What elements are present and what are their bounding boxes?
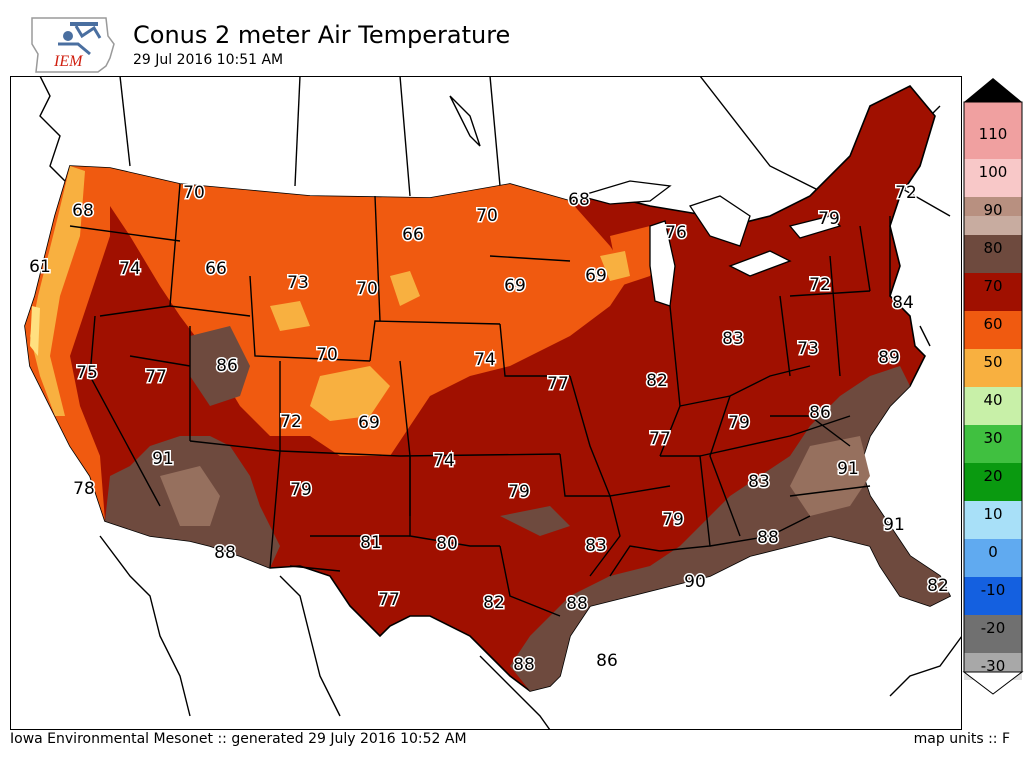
station-value: 78: [73, 479, 95, 499]
station-value: 73: [797, 339, 819, 359]
station-value: 79: [508, 482, 530, 502]
station-values: 68 70 61 74 66 73 70 66 70 68 76 69 69 7…: [28, 182, 951, 677]
station-value: 76: [665, 223, 687, 243]
station-value: 66: [205, 259, 227, 279]
station-value: 70: [183, 183, 205, 203]
hot-region-ut: [190, 326, 250, 406]
hottest-region-sc: [790, 436, 870, 516]
coast-cool: [30, 306, 40, 356]
station-value: 83: [722, 329, 744, 349]
station-value: 77: [547, 374, 569, 394]
station-value: 77: [378, 590, 400, 610]
station-value: 66: [402, 225, 424, 245]
station-value: 70: [316, 345, 338, 365]
legend-label: 40: [983, 391, 1002, 409]
legend-label: -30: [981, 657, 1006, 675]
legend-label: 90: [983, 201, 1002, 219]
station-value: 77: [649, 429, 671, 449]
gulf-station-value: 86: [596, 651, 618, 671]
station-value: 79: [728, 413, 750, 433]
legend-label: 60: [983, 315, 1002, 333]
hot-region-ok: [500, 506, 570, 536]
station-value: 61: [29, 257, 51, 277]
station-value: 88: [214, 543, 236, 563]
station-value: 82: [646, 371, 668, 391]
station-value: 83: [748, 472, 770, 492]
station-value: 86: [809, 403, 831, 423]
legend-label: 80: [983, 239, 1002, 257]
station-value: 72: [809, 275, 831, 295]
station-value: 91: [837, 459, 859, 479]
temperature-map: 68 70 61 74 66 73 70 66 70 68 76 69 69 7…: [10, 76, 962, 730]
mild-region-co: [310, 366, 390, 421]
station-value: 91: [883, 515, 905, 535]
station-value: 83: [585, 536, 607, 556]
station-value: 72: [280, 412, 302, 432]
legend-label: 0: [988, 543, 998, 561]
map-units: map units :: F: [913, 731, 1010, 747]
station-value: 80: [436, 534, 458, 554]
station-value: 89: [878, 348, 900, 368]
station-value: 88: [566, 594, 588, 614]
temperature-colorbar: 110 100 90 80 70 60 50 40 30 20 10 0 -10…: [962, 76, 1024, 696]
station-value: 74: [474, 350, 496, 370]
station-value: 74: [433, 451, 455, 471]
station-value: 79: [818, 209, 840, 229]
coast-warm: [25, 166, 110, 521]
station-value: 84: [892, 293, 914, 313]
station-value: 90: [684, 572, 706, 592]
legend-label: 70: [983, 277, 1002, 295]
station-value: 77: [145, 367, 167, 387]
station-value: 70: [476, 206, 498, 226]
station-value: 82: [927, 576, 949, 596]
station-value: 75: [76, 363, 98, 383]
station-value: 88: [513, 655, 535, 675]
legend-label: -10: [981, 581, 1006, 599]
station-value: 74: [119, 259, 141, 279]
station-value: 81: [360, 533, 382, 553]
station-value: 79: [290, 480, 312, 500]
station-value: 88: [757, 528, 779, 548]
page-subtitle: 29 Jul 2016 10:51 AM: [133, 52, 284, 68]
hottest-region-az: [160, 466, 220, 526]
page-title: Conus 2 meter Air Temperature: [133, 21, 511, 49]
legend-label: 110: [979, 125, 1008, 143]
legend-label: 30: [983, 429, 1002, 447]
station-value: 73: [287, 273, 309, 293]
legend-label: 100: [979, 163, 1008, 181]
station-value: 91: [152, 449, 174, 469]
mild-region-wi: [600, 251, 630, 281]
legend-label: -20: [981, 619, 1006, 637]
svg-text:IEM: IEM: [53, 53, 84, 70]
station-value: 79: [662, 510, 684, 530]
station-value: 69: [504, 276, 526, 296]
station-value: 68: [568, 190, 590, 210]
station-value: 68: [72, 201, 94, 221]
mild-region-wy: [270, 301, 310, 331]
station-value: 69: [585, 266, 607, 286]
station-value: 69: [358, 413, 380, 433]
state-borders: [69, 183, 891, 617]
station-value: 72: [895, 183, 917, 203]
country-borders: [39, 76, 962, 730]
station-value: 82: [483, 593, 505, 613]
legend-label: 20: [983, 467, 1002, 485]
coast-mild: [30, 166, 85, 416]
iem-logo: IEM: [28, 14, 118, 74]
station-value: 70: [356, 279, 378, 299]
station-value: 86: [216, 356, 238, 376]
mild-region-sd: [390, 271, 420, 306]
legend-label: 10: [983, 505, 1002, 523]
legend-label: 50: [983, 353, 1002, 371]
footer-credit: Iowa Environmental Mesonet :: generated …: [10, 731, 467, 747]
great-lakes: [577, 180, 842, 307]
